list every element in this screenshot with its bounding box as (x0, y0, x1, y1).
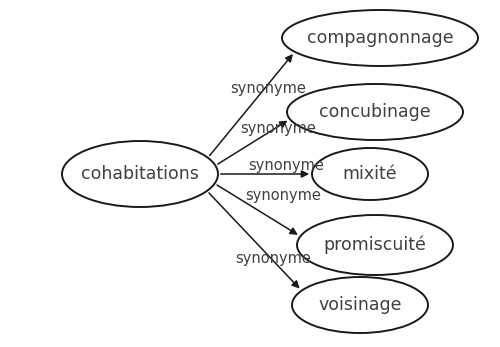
Ellipse shape (312, 148, 428, 200)
Text: mixité: mixité (342, 165, 398, 183)
Text: compagnonnage: compagnonnage (306, 29, 454, 47)
Text: cohabitations: cohabitations (81, 165, 199, 183)
Text: concubinage: concubinage (319, 103, 431, 121)
Ellipse shape (62, 141, 218, 207)
Text: synonyme: synonyme (245, 187, 321, 203)
Ellipse shape (287, 84, 463, 140)
Text: synonyme: synonyme (240, 120, 316, 135)
Text: synonyme: synonyme (235, 251, 311, 265)
Text: voisinage: voisinage (318, 296, 402, 314)
Text: synonyme: synonyme (230, 81, 306, 95)
Ellipse shape (297, 215, 453, 275)
Text: promiscuité: promiscuité (324, 236, 426, 254)
Ellipse shape (292, 277, 428, 333)
Ellipse shape (282, 10, 478, 66)
Text: synonyme: synonyme (248, 158, 324, 172)
